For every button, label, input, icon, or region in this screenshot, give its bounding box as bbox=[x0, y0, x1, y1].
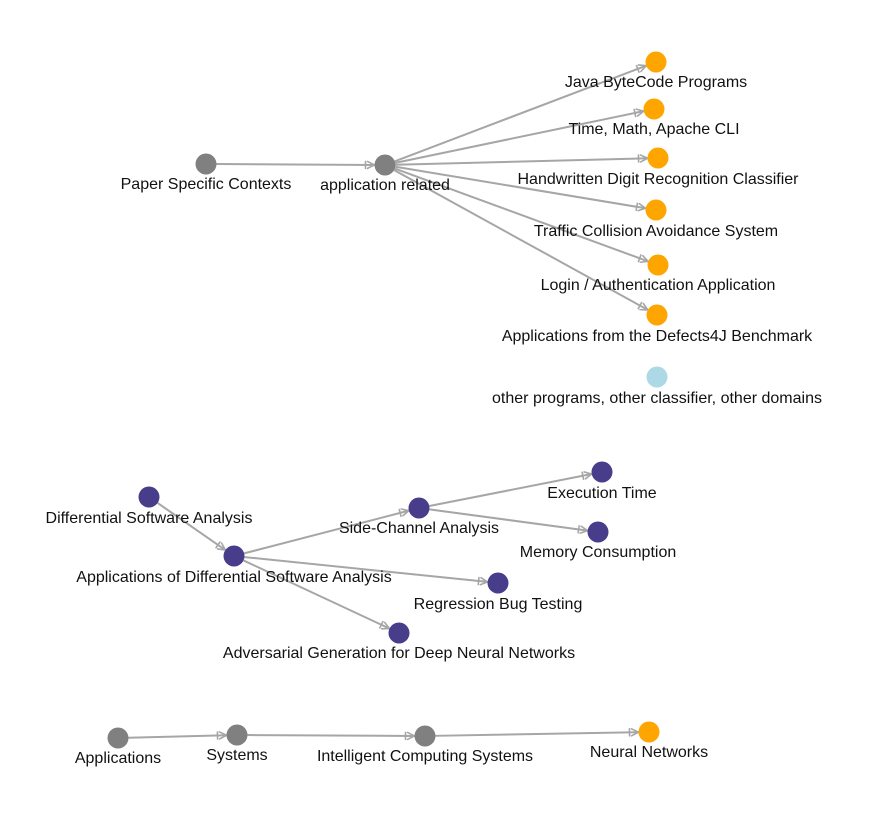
node-java-bytecode-programs[interactable] bbox=[645, 51, 667, 73]
node-systems[interactable] bbox=[226, 724, 248, 746]
arrow-bar bbox=[637, 254, 642, 263]
edge-application-related-to-defects4j-applications bbox=[393, 169, 649, 311]
arrowhead bbox=[583, 471, 593, 480]
edge-side-channel-analysis-to-memory-consumption bbox=[429, 508, 589, 534]
node-defects4j-applications[interactable] bbox=[646, 304, 668, 326]
node-label-applications: Applications bbox=[75, 750, 161, 767]
edge-intelligent-computing-systems-to-neural-networks bbox=[435, 728, 640, 737]
node-execution-time[interactable] bbox=[591, 461, 613, 483]
node-label-login-authentication: Login / Authentication Application bbox=[541, 277, 776, 294]
node-label-defects4j-applications: Applications from the Defects4J Benchmar… bbox=[502, 328, 813, 345]
edge-line bbox=[395, 157, 648, 166]
arrowhead bbox=[579, 525, 589, 534]
node-label-memory-consumption: Memory Consumption bbox=[520, 544, 677, 561]
edge-line bbox=[429, 473, 592, 507]
node-regression-bug-testing[interactable] bbox=[487, 572, 509, 594]
node-label-applications-of-dsa: Applications of Differential Software An… bbox=[76, 569, 391, 586]
node-handwritten-digit-recognition[interactable] bbox=[647, 147, 669, 169]
node-label-paper-specific-contexts: Paper Specific Contexts bbox=[121, 176, 292, 193]
node-neural-networks[interactable] bbox=[638, 721, 660, 743]
edge-application-related-to-time-math-apache-cli bbox=[395, 108, 645, 164]
arrowhead bbox=[218, 731, 228, 740]
edge-line bbox=[243, 559, 390, 630]
node-paper-specific-contexts[interactable] bbox=[195, 153, 217, 175]
node-login-authentication[interactable] bbox=[647, 254, 669, 276]
node-label-regression-bug-testing: Regression Bug Testing bbox=[414, 596, 583, 613]
edge-line bbox=[157, 502, 226, 551]
node-label-systems: Systems bbox=[206, 747, 267, 764]
edge-application-related-to-handwritten-digit-recognition bbox=[395, 154, 649, 166]
arrowhead bbox=[479, 576, 489, 586]
node-label-time-math-apache-cli: Time, Math, Apache CLI bbox=[568, 121, 739, 138]
nodes-layer bbox=[107, 51, 669, 749]
edge-line bbox=[247, 734, 415, 737]
edge-line bbox=[395, 110, 644, 164]
edge-differential-software-analysis-to-applications-of-dsa bbox=[157, 502, 227, 551]
edge-applications-to-systems bbox=[128, 731, 228, 740]
edges-layer bbox=[128, 64, 649, 741]
node-intelligent-computing-systems[interactable] bbox=[414, 725, 436, 747]
node-label-application-related: application related bbox=[320, 177, 450, 194]
edge-line bbox=[244, 556, 488, 583]
labels-layer: Paper Specific Contexts application relat… bbox=[46, 74, 822, 767]
node-label-java-bytecode-programs: Java ByteCode Programs bbox=[565, 74, 747, 91]
node-time-math-apache-cli[interactable] bbox=[643, 98, 665, 120]
edge-side-channel-analysis-to-execution-time bbox=[429, 471, 593, 507]
arrow-bar bbox=[477, 576, 480, 586]
edge-line bbox=[395, 165, 646, 210]
node-label-differential-software-analysis: Differential Software Analysis bbox=[46, 510, 253, 527]
node-label-handwritten-digit-recognition: Handwritten Digit Recognition Classifier bbox=[517, 171, 799, 188]
arrow-bar bbox=[635, 202, 639, 212]
node-label-other-programs: other programs, other classifier, other … bbox=[492, 390, 822, 407]
arrowhead bbox=[406, 731, 416, 741]
arrow-bar bbox=[581, 471, 585, 480]
edge-paper-specific-contexts-to-application-related bbox=[216, 160, 376, 170]
arrowhead bbox=[366, 160, 376, 170]
arrowhead bbox=[637, 64, 647, 73]
arrow-bar bbox=[635, 64, 640, 73]
edge-line bbox=[429, 508, 588, 532]
edge-line bbox=[393, 169, 649, 311]
arrow-bar bbox=[637, 301, 643, 310]
edge-applications-of-dsa-to-regression-bug-testing bbox=[244, 556, 489, 586]
arrow-bar bbox=[633, 108, 637, 118]
edge-systems-to-intelligent-computing-systems bbox=[247, 731, 416, 741]
node-label-adversarial-generation-dnn: Adversarial Generation for Deep Neural N… bbox=[223, 645, 575, 662]
arrowhead bbox=[639, 302, 649, 311]
edge-application-related-to-java-bytecode-programs bbox=[394, 64, 647, 163]
node-side-channel-analysis[interactable] bbox=[408, 497, 430, 519]
node-label-intelligent-computing-systems: Intelligent Computing Systems bbox=[317, 748, 533, 765]
node-differential-software-analysis[interactable] bbox=[138, 486, 160, 508]
edge-line bbox=[394, 64, 647, 163]
arrow-bar bbox=[577, 525, 580, 534]
node-other-programs[interactable] bbox=[646, 366, 668, 388]
arrow-bar bbox=[379, 620, 384, 629]
node-adversarial-generation-dnn[interactable] bbox=[388, 622, 410, 644]
node-label-execution-time: Execution Time bbox=[547, 485, 656, 502]
edge-line bbox=[216, 163, 375, 166]
node-label-side-channel-analysis: Side-Channel Analysis bbox=[339, 520, 499, 537]
arrow-bar bbox=[398, 508, 402, 518]
arrowhead bbox=[635, 108, 645, 117]
edge-line bbox=[243, 509, 410, 555]
node-label-traffic-collision-avoidance: Traffic Collision Avoidance System bbox=[534, 223, 778, 240]
node-application-related[interactable] bbox=[374, 154, 396, 176]
edge-line bbox=[435, 731, 639, 737]
node-applications[interactable] bbox=[107, 727, 129, 749]
edge-line bbox=[394, 167, 649, 263]
arrowhead bbox=[216, 542, 227, 551]
edge-line bbox=[128, 734, 227, 739]
node-applications-of-dsa[interactable] bbox=[223, 545, 245, 567]
arrowhead bbox=[639, 154, 649, 163]
node-memory-consumption[interactable] bbox=[587, 521, 609, 543]
node-label-neural-networks: Neural Networks bbox=[590, 744, 708, 761]
node-traffic-collision-avoidance[interactable] bbox=[645, 199, 667, 221]
arrow-bar bbox=[215, 541, 221, 549]
